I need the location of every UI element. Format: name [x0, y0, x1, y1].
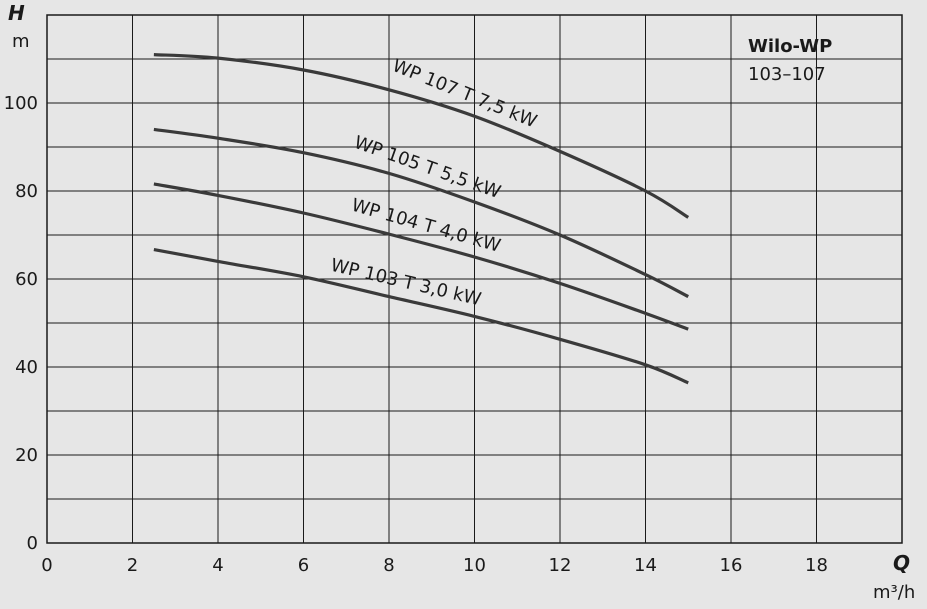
- x-axis-symbol: Q: [893, 551, 910, 575]
- curve-label-group: WP 105 T 5,5 kW: [351, 132, 503, 203]
- x-tick-label: 12: [549, 555, 572, 576]
- curve-series-3: [153, 182, 689, 331]
- chart-curves: [153, 53, 690, 385]
- chart-grid: [46, 14, 903, 544]
- x-tick-label: 18: [805, 555, 828, 576]
- x-tick-label: 6: [298, 555, 309, 576]
- x-tick-label: 2: [127, 555, 138, 576]
- y-axis-unit: m: [12, 31, 30, 52]
- y-axis-symbol: H: [8, 1, 25, 25]
- x-tick-label: 16: [720, 555, 743, 576]
- y-tick-label: 0: [27, 533, 38, 554]
- curve-series-4: [153, 247, 689, 385]
- chart-title: Wilo-WP: [748, 36, 832, 57]
- x-tick-label: 10: [463, 555, 486, 576]
- y-tick-label: 40: [15, 357, 38, 378]
- y-tick-label: 60: [15, 269, 38, 290]
- plot-frame: [46, 14, 903, 544]
- y-tick-label: 80: [15, 181, 38, 202]
- x-tick-label: 14: [634, 555, 657, 576]
- chart-subtitle: 103–107: [748, 64, 826, 85]
- x-tick-label: 8: [383, 555, 394, 576]
- curve-series-2: [153, 127, 689, 299]
- curve-label: WP 105 T 5,5 kW: [351, 132, 503, 203]
- y-tick-label: 100: [4, 93, 38, 114]
- x-tick-label: 0: [41, 555, 52, 576]
- curve-label-group: WP 107 T 7,5 kW: [389, 55, 540, 132]
- curve-series-1: [153, 53, 690, 219]
- chart-tick-labels: 0 2 4 6 8 10 12 14 16 18 0 20 40 60 80 100: [4, 93, 828, 576]
- x-axis-unit: m³/h: [873, 582, 915, 603]
- curve-label: WP 107 T 7,5 kW: [389, 55, 540, 132]
- y-tick-label: 20: [15, 445, 38, 466]
- x-tick-label: 4: [212, 555, 223, 576]
